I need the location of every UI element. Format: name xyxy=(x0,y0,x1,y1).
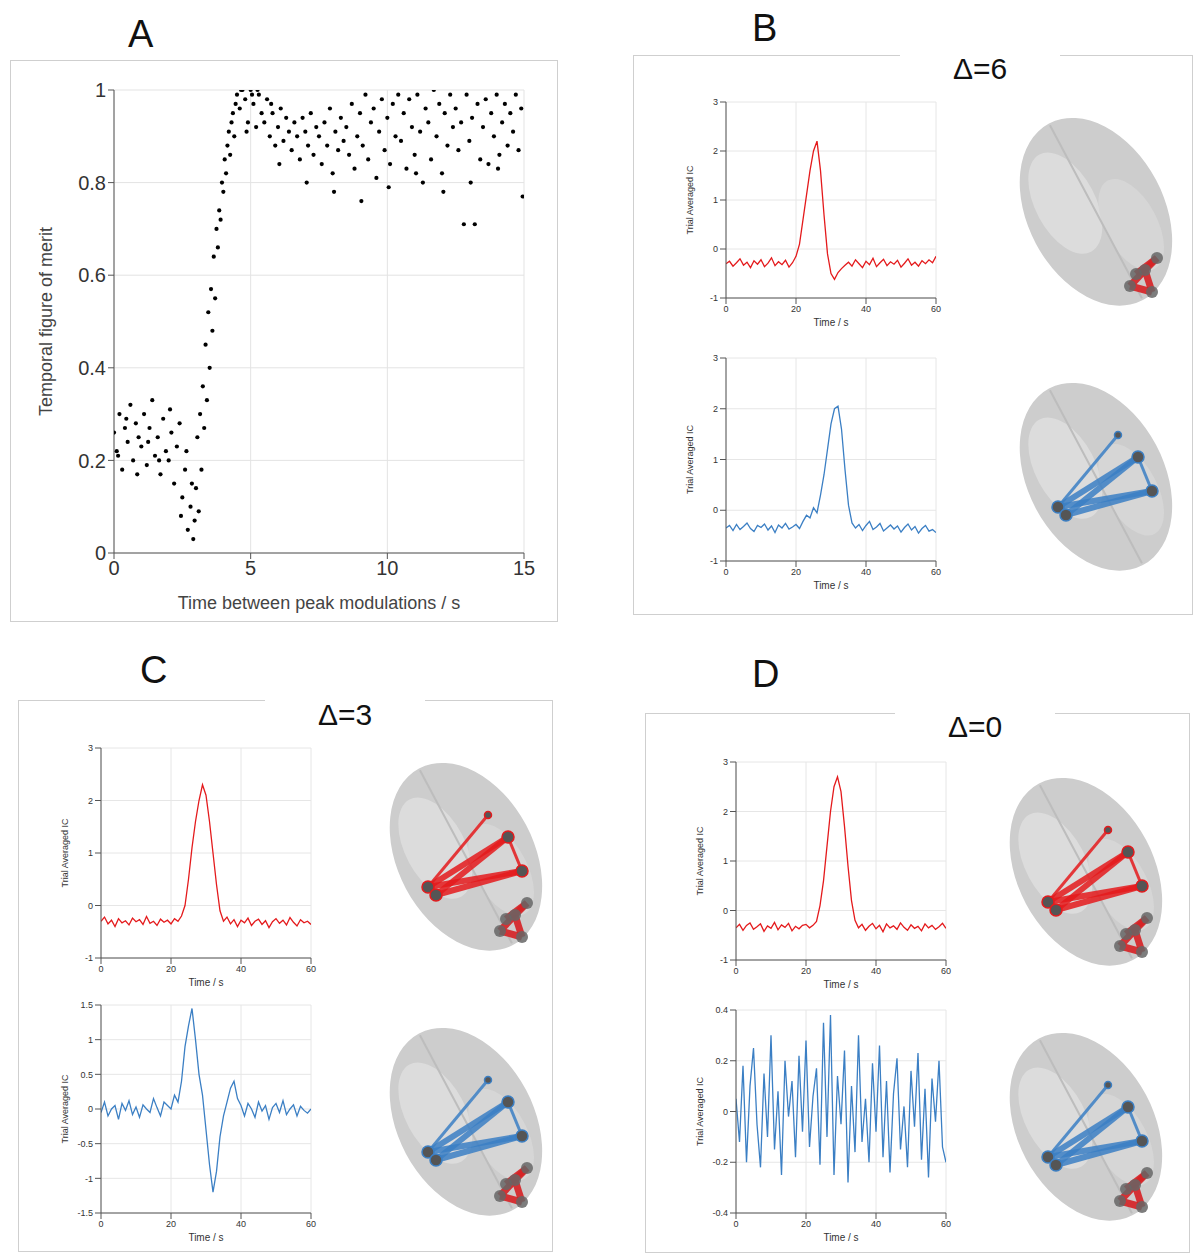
svg-text:Trial Averaged IC: Trial Averaged IC xyxy=(60,818,70,888)
svg-text:60: 60 xyxy=(931,304,941,314)
svg-text:40: 40 xyxy=(861,567,871,577)
svg-text:-1: -1 xyxy=(710,293,718,303)
svg-text:1: 1 xyxy=(88,1035,93,1045)
svg-text:60: 60 xyxy=(306,964,316,974)
svg-text:0: 0 xyxy=(723,1107,728,1117)
svg-text:-1: -1 xyxy=(85,953,93,963)
svg-text:Time / s: Time / s xyxy=(823,979,858,990)
svg-text:Time / s: Time / s xyxy=(823,1232,858,1243)
svg-text:Trial Averaged IC: Trial Averaged IC xyxy=(695,1076,705,1146)
svg-text:3: 3 xyxy=(88,743,93,753)
svg-text:40: 40 xyxy=(236,964,246,974)
svg-text:Trial Averaged IC: Trial Averaged IC xyxy=(685,165,695,235)
svg-text:10: 10 xyxy=(376,557,398,579)
svg-text:0: 0 xyxy=(108,557,119,579)
svg-text:-1: -1 xyxy=(720,955,728,965)
svg-text:60: 60 xyxy=(941,1219,951,1229)
svg-text:20: 20 xyxy=(166,964,176,974)
svg-text:0: 0 xyxy=(98,964,103,974)
html-text:A: A xyxy=(128,13,154,55)
svg-text:60: 60 xyxy=(306,1219,316,1229)
svg-text:1: 1 xyxy=(713,195,718,205)
svg-text:0.6: 0.6 xyxy=(78,264,106,286)
svg-text:0: 0 xyxy=(733,1219,738,1229)
svg-text:0: 0 xyxy=(95,542,106,564)
svg-text:Time between peak modulations: Time between peak modulations / s xyxy=(178,593,460,613)
svg-text:Trial Averaged IC: Trial Averaged IC xyxy=(60,1074,70,1144)
svg-text:0.8: 0.8 xyxy=(78,172,106,194)
svg-text:-0.2: -0.2 xyxy=(712,1157,728,1167)
svg-text:1: 1 xyxy=(713,455,718,465)
svg-text:Trial Averaged IC: Trial Averaged IC xyxy=(685,424,695,494)
svg-text:40: 40 xyxy=(236,1219,246,1229)
html-text:C: C xyxy=(140,649,168,691)
svg-text:1.5: 1.5 xyxy=(80,1000,93,1010)
html-text:Δ=3: Δ=3 xyxy=(317,698,373,731)
svg-text:Time / s: Time / s xyxy=(813,580,848,591)
svg-text:Temporal figure of merit: Temporal figure of merit xyxy=(36,227,56,416)
svg-text:60: 60 xyxy=(941,966,951,976)
svg-text:3: 3 xyxy=(713,97,718,107)
svg-text:0: 0 xyxy=(723,567,728,577)
svg-text:Time / s: Time / s xyxy=(188,977,223,988)
svg-text:2: 2 xyxy=(88,796,93,806)
svg-text:Time / s: Time / s xyxy=(188,1232,223,1243)
svg-text:-0.5: -0.5 xyxy=(77,1139,93,1149)
svg-text:20: 20 xyxy=(791,304,801,314)
svg-text:0.2: 0.2 xyxy=(715,1056,728,1066)
svg-text:0: 0 xyxy=(723,906,728,916)
svg-text:20: 20 xyxy=(801,966,811,976)
svg-text:1: 1 xyxy=(723,856,728,866)
svg-text:Time / s: Time / s xyxy=(813,317,848,328)
svg-text:-1: -1 xyxy=(85,1174,93,1184)
svg-text:2: 2 xyxy=(713,146,718,156)
svg-text:60: 60 xyxy=(931,567,941,577)
svg-text:0.4: 0.4 xyxy=(715,1005,728,1015)
svg-text:0: 0 xyxy=(98,1219,103,1229)
svg-text:40: 40 xyxy=(871,966,881,976)
svg-text:2: 2 xyxy=(713,404,718,414)
svg-text:-1.5: -1.5 xyxy=(77,1208,93,1218)
svg-text:0.5: 0.5 xyxy=(80,1070,93,1080)
html-text:D: D xyxy=(752,653,780,695)
svg-text:20: 20 xyxy=(801,1219,811,1229)
svg-text:0: 0 xyxy=(88,1104,93,1114)
svg-text:3: 3 xyxy=(723,757,728,767)
svg-text:0: 0 xyxy=(733,966,738,976)
svg-text:40: 40 xyxy=(861,304,871,314)
svg-text:1: 1 xyxy=(88,848,93,858)
svg-text:1: 1 xyxy=(95,79,106,101)
svg-text:20: 20 xyxy=(791,567,801,577)
svg-text:-1: -1 xyxy=(710,556,718,566)
svg-text:0: 0 xyxy=(713,505,718,515)
svg-text:0: 0 xyxy=(723,304,728,314)
svg-text:3: 3 xyxy=(713,353,718,363)
svg-text:40: 40 xyxy=(871,1219,881,1229)
svg-text:0: 0 xyxy=(713,244,718,254)
svg-text:Trial Averaged IC: Trial Averaged IC xyxy=(695,826,705,896)
svg-text:0.4: 0.4 xyxy=(78,357,106,379)
svg-text:2: 2 xyxy=(723,807,728,817)
svg-text:15: 15 xyxy=(513,557,535,579)
svg-text:0: 0 xyxy=(88,901,93,911)
svg-text:5: 5 xyxy=(245,557,256,579)
html-text:Δ=6: Δ=6 xyxy=(952,52,1008,85)
html-text:Δ=0: Δ=0 xyxy=(947,710,1003,743)
html-text:B: B xyxy=(752,7,778,49)
svg-text:20: 20 xyxy=(166,1219,176,1229)
svg-text:0.2: 0.2 xyxy=(78,450,106,472)
svg-text:-0.4: -0.4 xyxy=(712,1208,728,1218)
